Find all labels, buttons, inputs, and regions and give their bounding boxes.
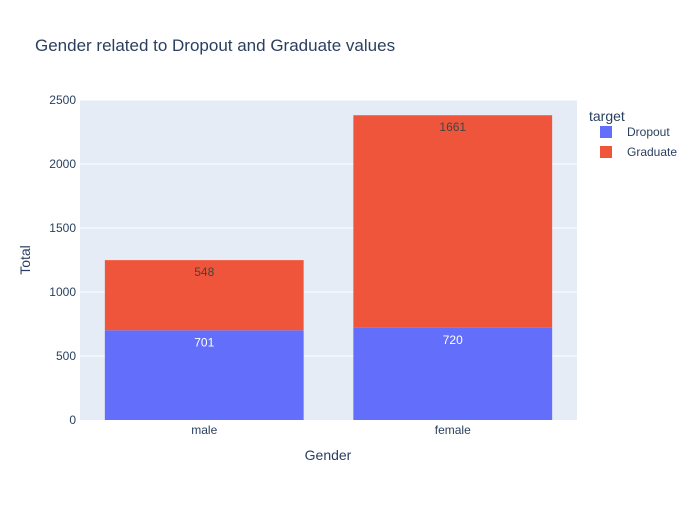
bar-value-label: 701	[194, 335, 214, 349]
y-tick-label: 1500	[49, 221, 76, 235]
legend-label-graduate[interactable]: Graduate	[627, 145, 677, 159]
legend-label-dropout[interactable]: Dropout	[627, 125, 670, 139]
bar-value-label: 720	[443, 333, 463, 347]
x-axis-ticks: male female	[191, 423, 471, 437]
legend[interactable]: target Dropout Graduate	[589, 108, 677, 159]
bar-dropout-male[interactable]	[104, 330, 304, 420]
bar-value-label: 1661	[439, 120, 466, 134]
y-axis-ticks: 0 500 1000 1500 2000 2500	[49, 93, 76, 427]
bar-graduate-male[interactable]	[104, 260, 304, 331]
legend-swatch-dropout[interactable]	[600, 126, 612, 138]
y-tick-label: 2000	[49, 157, 76, 171]
x-tick-label: male	[191, 423, 217, 437]
x-tick-label: female	[435, 423, 471, 437]
bar-dropout-female[interactable]	[353, 327, 553, 420]
y-tick-label: 500	[56, 349, 76, 363]
bar-graduate-female[interactable]	[353, 115, 553, 328]
bars	[104, 115, 553, 420]
bar-labels: 701 548 720 1661	[194, 120, 466, 349]
y-axis-title: Total	[17, 245, 33, 275]
x-axis-title: Gender	[305, 447, 352, 463]
bar-value-label: 548	[194, 265, 214, 279]
legend-swatch-graduate[interactable]	[600, 146, 612, 158]
chart-title: Gender related to Dropout and Graduate v…	[35, 36, 395, 55]
y-tick-label: 1000	[49, 285, 76, 299]
y-tick-label: 2500	[49, 93, 76, 107]
legend-title: target	[589, 108, 625, 124]
y-tick-label: 0	[69, 413, 76, 427]
